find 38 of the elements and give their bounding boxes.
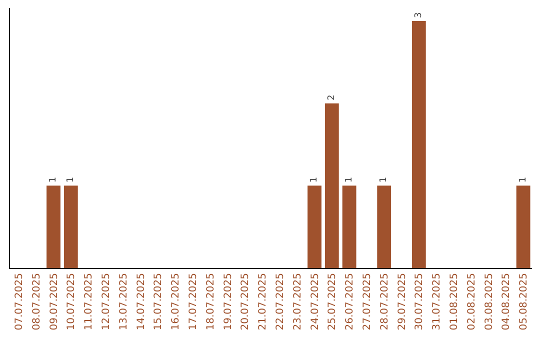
- x-tick-label: 14.07.2025: [136, 273, 147, 330]
- x-tick-label: 25.07.2025: [327, 273, 338, 330]
- x-tick-label: 11.07.2025: [84, 273, 95, 330]
- data-label: 3: [414, 12, 424, 18]
- x-tick-label: 07.07.2025: [14, 273, 25, 330]
- x-tick-label: 01.08.2025: [448, 273, 460, 330]
- x-tick-label: 09.07.2025: [48, 273, 60, 330]
- x-tick-label: 08.07.2025: [31, 273, 42, 330]
- x-tick-label: 04.08.2025: [501, 273, 512, 330]
- x-tick-label: 26.07.2025: [344, 273, 356, 330]
- x-tick-label: 22.07.2025: [274, 273, 286, 330]
- x-tick-label: 02.08.2025: [466, 273, 478, 330]
- x-tick-label: 15.07.2025: [153, 273, 164, 330]
- x-tick-label: 30.07.2025: [414, 273, 426, 330]
- x-tick-label: 19.07.2025: [222, 273, 234, 330]
- x-tick-label: 17.07.2025: [188, 273, 199, 330]
- x-tick-label: 23.07.2025: [292, 273, 304, 330]
- data-label: 2: [326, 94, 337, 100]
- data-label: 1: [518, 176, 528, 183]
- x-tick-label: 27.07.2025: [362, 273, 373, 330]
- x-tick-label: 12.07.2025: [100, 273, 112, 330]
- x-tick-label: 20.07.2025: [240, 273, 252, 330]
- data-label: 1: [379, 176, 390, 183]
- x-tick-label: 31.07.2025: [432, 273, 443, 330]
- x-tick-label: 03.08.2025: [484, 273, 495, 330]
- x-tick-label: 16.07.2025: [170, 273, 182, 330]
- data-label: 1: [344, 176, 354, 183]
- data-label: 1: [66, 176, 76, 183]
- x-tick-label: 24.07.2025: [310, 273, 321, 330]
- x-tick-label: 21.07.2025: [258, 273, 269, 330]
- x-tick-label: 29.07.2025: [396, 273, 408, 330]
- x-tick-label: 28.07.2025: [379, 273, 390, 330]
- data-label: 1: [48, 176, 58, 183]
- x-tick-label: 13.07.2025: [118, 273, 130, 330]
- data-label: 1: [310, 176, 320, 183]
- x-tick-label: 10.07.2025: [66, 273, 78, 330]
- x-tick-label: 05.08.2025: [518, 273, 530, 330]
- x-tick-label: 18.07.2025: [205, 273, 216, 330]
